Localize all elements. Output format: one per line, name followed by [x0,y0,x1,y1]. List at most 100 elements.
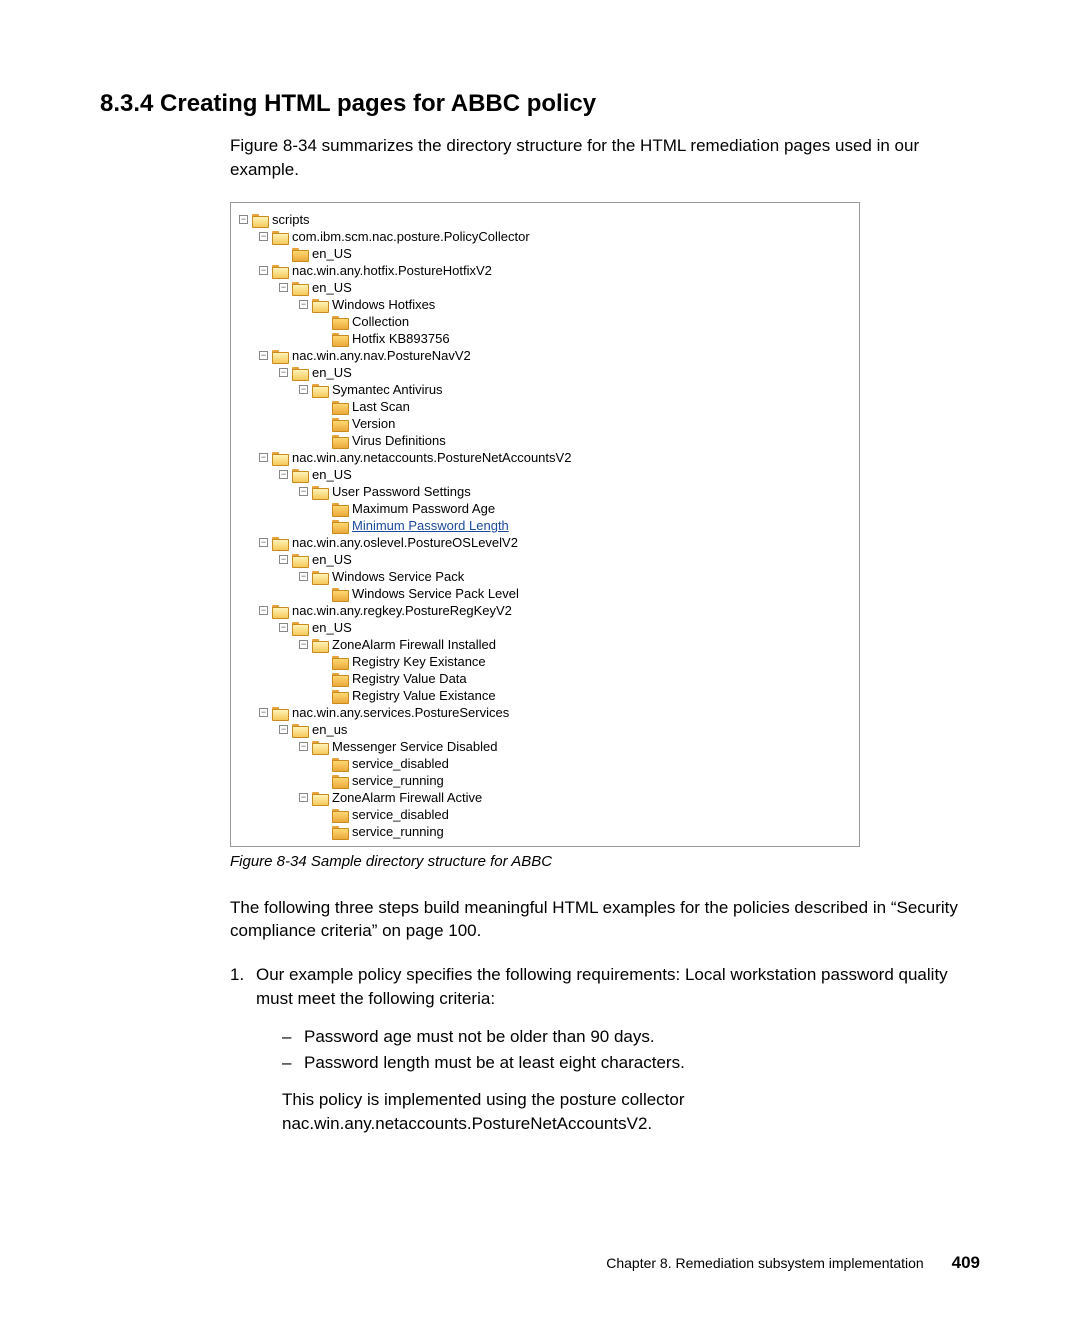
tree-row: − scripts [239,211,851,228]
tree-node-label: ZoneAlarm Firewall Active [332,789,482,806]
tree-row: service_running [239,772,851,789]
folder-open-icon [292,366,308,379]
folder-closed-icon [332,587,348,600]
tree-node-label: Virus Definitions [352,432,446,449]
tree-node-label: en_US [312,279,352,296]
collapse-toggle-icon[interactable]: − [279,283,288,292]
tree-row: −com.ibm.scm.nac.posture.PolicyCollector [239,228,851,245]
directory-tree: −scripts−com.ibm.scm.nac.posture.PolicyC… [230,202,860,847]
tree-node-label: scripts [272,211,310,228]
folder-open-icon [292,621,308,634]
tree-row: Registry Value Data [239,670,851,687]
tree-row: − nac.win.any.nav.PostureNavV2 [239,347,851,364]
collapse-toggle-icon[interactable]: − [299,487,308,496]
folder-closed-icon [332,672,348,685]
collapse-toggle-icon[interactable]: − [299,385,308,394]
tree-row: Collection [239,313,851,330]
folder-closed-icon [332,519,348,532]
collapse-toggle-icon[interactable]: − [299,742,308,751]
folder-open-icon [312,740,328,753]
folder-closed-icon [332,332,348,345]
tree-row: Last Scan [239,398,851,415]
tree-row: Registry Value Existance [239,687,851,704]
dash-marker: – [282,1025,304,1049]
collapse-toggle-icon[interactable]: − [259,453,268,462]
folder-closed-icon [332,825,348,838]
tree-row: − en_US [239,279,851,296]
tree-node-label: Last Scan [352,398,410,415]
folder-closed-icon [332,808,348,821]
tree-node-label: Registry Value Data [352,670,467,687]
collapse-toggle-icon[interactable]: − [279,368,288,377]
tree-node-label[interactable]: Minimum Password Length [352,517,509,534]
tree-row: Version [239,415,851,432]
tree-node-label: service_running [352,772,444,789]
collapse-toggle-icon[interactable]: − [279,623,288,632]
collapse-toggle-icon[interactable]: − [259,538,268,547]
folder-open-icon [312,570,328,583]
folder-open-icon [292,553,308,566]
tree-row: −Windows Hotfixes [239,296,851,313]
collapse-toggle-icon[interactable]: − [279,555,288,564]
collapse-toggle-icon[interactable]: − [279,725,288,734]
folder-closed-icon [332,757,348,770]
tree-node-label: nac.win.any.hotfix.PostureHotfixV2 [292,262,492,279]
list-item-1-followup: This policy is implemented using the pos… [282,1088,980,1136]
tree-row: service_disabled [239,755,851,772]
footer-page-number: 409 [952,1253,980,1272]
tree-row: −User Password Settings [239,483,851,500]
tree-node-label: Collection [352,313,409,330]
folder-open-icon [312,383,328,396]
intro-paragraph: Figure 8-34 summarizes the directory str… [230,134,980,182]
folder-open-icon [272,451,288,464]
folder-open-icon [312,791,328,804]
tree-node-label: nac.win.any.services.PostureServices [292,704,509,721]
folder-closed-icon [332,417,348,430]
folder-open-icon [312,298,328,311]
tree-node-label: en_US [312,364,352,381]
folder-closed-icon [332,315,348,328]
collapse-toggle-icon[interactable]: − [299,300,308,309]
tree-row: − Messenger Service Disabled [239,738,851,755]
folder-closed-icon [332,655,348,668]
collapse-toggle-icon[interactable]: − [279,470,288,479]
collapse-toggle-icon[interactable]: − [299,572,308,581]
tree-row: − nac.win.any.services.PostureServices [239,704,851,721]
tree-node-label: nac.win.any.nav.PostureNavV2 [292,347,471,364]
folder-open-icon [292,723,308,736]
tree-node-label: Version [352,415,395,432]
collapse-toggle-icon[interactable]: − [259,708,268,717]
tree-node-label: en_US [312,551,352,568]
tree-row: − nac.win.any.hotfix.PostureHotfixV2 [239,262,851,279]
collapse-toggle-icon[interactable]: − [259,266,268,275]
tree-row: en_US [239,245,851,262]
tree-node-label: en_US [312,619,352,636]
dash-marker: – [282,1051,304,1075]
collapse-toggle-icon[interactable]: − [299,640,308,649]
dash-item: – Password age must not be older than 90… [282,1025,980,1049]
tree-row: Maximum Password Age [239,500,851,517]
collapse-toggle-icon[interactable]: − [259,351,268,360]
tree-node-label: Messenger Service Disabled [332,738,497,755]
folder-closed-icon [332,400,348,413]
tree-node-label: nac.win.any.regkey.PostureRegKeyV2 [292,602,512,619]
tree-row: Windows Service Pack Level [239,585,851,602]
collapse-toggle-icon[interactable]: − [259,232,268,241]
tree-node-label: Hotfix KB893756 [352,330,450,347]
list-marker: 1. [230,963,256,1136]
folder-open-icon [272,604,288,617]
tree-node-label: nac.win.any.netaccounts.PostureNetAccoun… [292,449,571,466]
folder-open-icon [272,349,288,362]
tree-node-label: en_US [312,245,352,262]
folder-closed-icon [332,502,348,515]
tree-row: − en_us [239,721,851,738]
collapse-toggle-icon[interactable]: − [239,215,248,224]
collapse-toggle-icon[interactable]: − [299,793,308,802]
list-item-1-text: Our example policy specifies the followi… [256,965,948,1008]
tree-node-label: en_us [312,721,347,738]
after-figure-paragraph: The following three steps build meaningf… [230,896,980,944]
folder-open-icon [272,264,288,277]
list-item-1: 1. Our example policy specifies the foll… [230,963,980,1136]
collapse-toggle-icon[interactable]: − [259,606,268,615]
footer-chapter: Chapter 8. Remediation subsystem impleme… [606,1255,924,1271]
